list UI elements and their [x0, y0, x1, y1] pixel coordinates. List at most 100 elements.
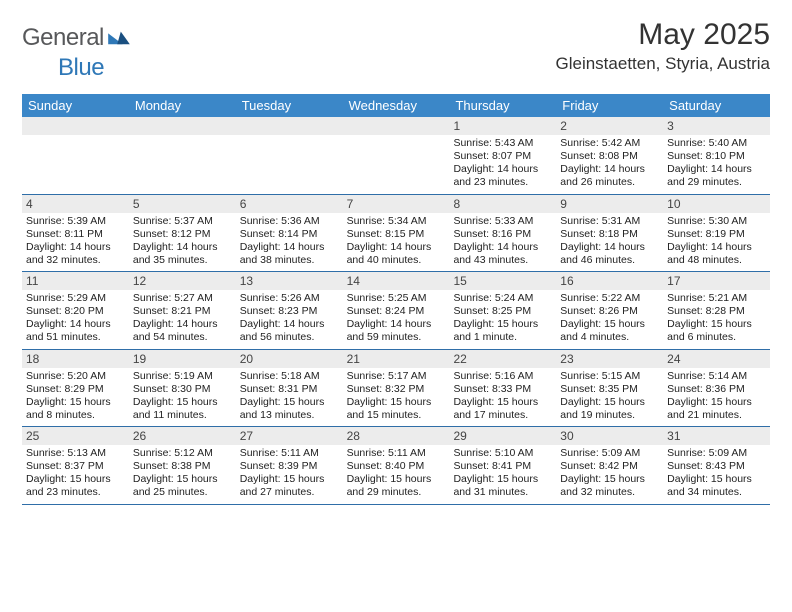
sunset-line: Sunset: 8:43 PM — [667, 460, 766, 473]
daylight-line: Daylight: 15 hours and 34 minutes. — [667, 473, 766, 499]
day-number: 19 — [129, 350, 236, 368]
sunrise-line: Sunrise: 5:15 AM — [560, 370, 659, 383]
sunset-line: Sunset: 8:33 PM — [453, 383, 552, 396]
weeks-container: 1Sunrise: 5:43 AMSunset: 8:07 PMDaylight… — [22, 117, 770, 505]
location-text: Gleinstaetten, Styria, Austria — [556, 54, 771, 74]
sunset-line: Sunset: 8:20 PM — [26, 305, 125, 318]
dow-cell: Thursday — [449, 94, 556, 117]
sunset-line: Sunset: 8:26 PM — [560, 305, 659, 318]
sunrise-line: Sunrise: 5:09 AM — [560, 447, 659, 460]
sunrise-line: Sunrise: 5:19 AM — [133, 370, 232, 383]
day-of-week-header: SundayMondayTuesdayWednesdayThursdayFrid… — [22, 94, 770, 117]
week-row: 11Sunrise: 5:29 AMSunset: 8:20 PMDayligh… — [22, 272, 770, 350]
sunrise-line: Sunrise: 5:31 AM — [560, 215, 659, 228]
day-cell: 13Sunrise: 5:26 AMSunset: 8:23 PMDayligh… — [236, 272, 343, 350]
sunrise-line: Sunrise: 5:12 AM — [133, 447, 232, 460]
day-number: 2 — [556, 117, 663, 135]
sunrise-line: Sunrise: 5:21 AM — [667, 292, 766, 305]
sunset-line: Sunset: 8:11 PM — [26, 228, 125, 241]
sunrise-line: Sunrise: 5:18 AM — [240, 370, 339, 383]
day-cell: 11Sunrise: 5:29 AMSunset: 8:20 PMDayligh… — [22, 272, 129, 350]
day-cell: 5Sunrise: 5:37 AMSunset: 8:12 PMDaylight… — [129, 195, 236, 273]
daylight-line: Daylight: 14 hours and 38 minutes. — [240, 241, 339, 267]
sunrise-line: Sunrise: 5:26 AM — [240, 292, 339, 305]
day-cell: 14Sunrise: 5:25 AMSunset: 8:24 PMDayligh… — [343, 272, 450, 350]
day-number — [22, 117, 129, 135]
day-number: 7 — [343, 195, 450, 213]
daylight-line: Daylight: 15 hours and 32 minutes. — [560, 473, 659, 499]
daylight-line: Daylight: 15 hours and 15 minutes. — [347, 396, 446, 422]
daylight-line: Daylight: 15 hours and 11 minutes. — [133, 396, 232, 422]
day-number: 28 — [343, 427, 450, 445]
day-cell: 19Sunrise: 5:19 AMSunset: 8:30 PMDayligh… — [129, 350, 236, 428]
daylight-line: Daylight: 14 hours and 29 minutes. — [667, 163, 766, 189]
sunset-line: Sunset: 8:16 PM — [453, 228, 552, 241]
sunset-line: Sunset: 8:35 PM — [560, 383, 659, 396]
day-number: 5 — [129, 195, 236, 213]
day-cell: 6Sunrise: 5:36 AMSunset: 8:14 PMDaylight… — [236, 195, 343, 273]
day-number: 1 — [449, 117, 556, 135]
sunrise-line: Sunrise: 5:11 AM — [347, 447, 446, 460]
sunrise-line: Sunrise: 5:09 AM — [667, 447, 766, 460]
sunrise-line: Sunrise: 5:11 AM — [240, 447, 339, 460]
day-number: 22 — [449, 350, 556, 368]
sunset-line: Sunset: 8:23 PM — [240, 305, 339, 318]
daylight-line: Daylight: 15 hours and 23 minutes. — [26, 473, 125, 499]
sunset-line: Sunset: 8:10 PM — [667, 150, 766, 163]
daylight-line: Daylight: 15 hours and 31 minutes. — [453, 473, 552, 499]
daylight-line: Daylight: 14 hours and 26 minutes. — [560, 163, 659, 189]
day-number — [343, 117, 450, 135]
day-number: 10 — [663, 195, 770, 213]
brand-text-blue: Blue — [58, 54, 104, 81]
sunset-line: Sunset: 8:37 PM — [26, 460, 125, 473]
day-cell: 30Sunrise: 5:09 AMSunset: 8:42 PMDayligh… — [556, 427, 663, 505]
sunset-line: Sunset: 8:18 PM — [560, 228, 659, 241]
daylight-line: Daylight: 15 hours and 17 minutes. — [453, 396, 552, 422]
brand-mark-icon — [108, 28, 130, 46]
sunrise-line: Sunrise: 5:13 AM — [26, 447, 125, 460]
daylight-line: Daylight: 15 hours and 4 minutes. — [560, 318, 659, 344]
sunrise-line: Sunrise: 5:33 AM — [453, 215, 552, 228]
title-block: May 2025 Gleinstaetten, Styria, Austria — [556, 18, 771, 74]
daylight-line: Daylight: 14 hours and 43 minutes. — [453, 241, 552, 267]
sunrise-line: Sunrise: 5:24 AM — [453, 292, 552, 305]
calendar-grid: SundayMondayTuesdayWednesdayThursdayFrid… — [22, 94, 770, 505]
day-number: 13 — [236, 272, 343, 290]
day-cell: 12Sunrise: 5:27 AMSunset: 8:21 PMDayligh… — [129, 272, 236, 350]
day-cell — [129, 117, 236, 195]
daylight-line: Daylight: 14 hours and 59 minutes. — [347, 318, 446, 344]
daylight-line: Daylight: 14 hours and 46 minutes. — [560, 241, 659, 267]
day-cell — [343, 117, 450, 195]
sunrise-line: Sunrise: 5:42 AM — [560, 137, 659, 150]
sunrise-line: Sunrise: 5:37 AM — [133, 215, 232, 228]
brand-text-general: General — [22, 24, 104, 52]
sunrise-line: Sunrise: 5:36 AM — [240, 215, 339, 228]
day-cell: 31 Sunrise: 5:09 AMSunset: 8:43 PMDayligh… — [663, 427, 770, 505]
sunrise-line: Sunrise: 5:20 AM — [26, 370, 125, 383]
daylight-line: Daylight: 14 hours and 35 minutes. — [133, 241, 232, 267]
day-number: 14 — [343, 272, 450, 290]
day-number: 12 — [129, 272, 236, 290]
sunset-line: Sunset: 8:19 PM — [667, 228, 766, 241]
day-cell: 8Sunrise: 5:33 AMSunset: 8:16 PMDaylight… — [449, 195, 556, 273]
sunset-line: Sunset: 8:32 PM — [347, 383, 446, 396]
sunset-line: Sunset: 8:25 PM — [453, 305, 552, 318]
day-number: 11 — [22, 272, 129, 290]
day-cell: 23Sunrise: 5:15 AMSunset: 8:35 PMDayligh… — [556, 350, 663, 428]
daylight-line: Daylight: 14 hours and 48 minutes. — [667, 241, 766, 267]
sunrise-line: Sunrise: 5:22 AM — [560, 292, 659, 305]
sunset-line: Sunset: 8:21 PM — [133, 305, 232, 318]
dow-cell: Sunday — [22, 94, 129, 117]
sunset-line: Sunset: 8:38 PM — [133, 460, 232, 473]
day-number: 6 — [236, 195, 343, 213]
day-number: 20 — [236, 350, 343, 368]
sunrise-line: Sunrise: 5:25 AM — [347, 292, 446, 305]
daylight-line: Daylight: 15 hours and 27 minutes. — [240, 473, 339, 499]
day-number: 27 — [236, 427, 343, 445]
dow-cell: Wednesday — [343, 94, 450, 117]
sunrise-line: Sunrise: 5:16 AM — [453, 370, 552, 383]
daylight-line: Daylight: 14 hours and 40 minutes. — [347, 241, 446, 267]
day-number: 25 — [22, 427, 129, 445]
sunrise-line: Sunrise: 5:39 AM — [26, 215, 125, 228]
day-number: 31 — [663, 427, 770, 445]
